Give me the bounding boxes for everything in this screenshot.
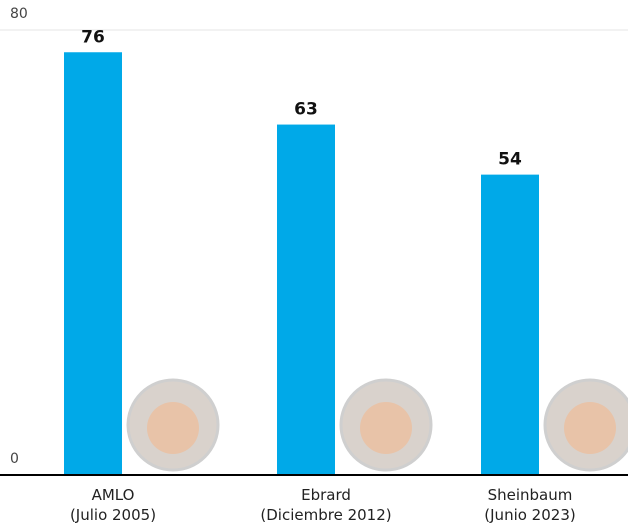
value-label: 76 [81,27,105,47]
y-tick-label: 0 [10,451,19,467]
x-tick-label: Ebrard [301,486,351,504]
y-tick-label: 80 [10,6,28,22]
x-tick-label: Sheinbaum [488,486,573,504]
portrait-face [360,402,412,454]
portrait-face [147,402,199,454]
x-tick-label: AMLO [92,486,135,504]
value-label: 63 [294,100,318,120]
x-tick-sublabel: (Diciembre 2012) [260,506,391,524]
x-tick-sublabel: (Julio 2005) [70,506,156,524]
value-label: 54 [498,150,522,170]
x-tick-sublabel: (Junio 2023) [484,506,575,524]
portrait-face [564,402,616,454]
bar [481,174,539,475]
bar [277,124,335,475]
bar [64,52,122,475]
